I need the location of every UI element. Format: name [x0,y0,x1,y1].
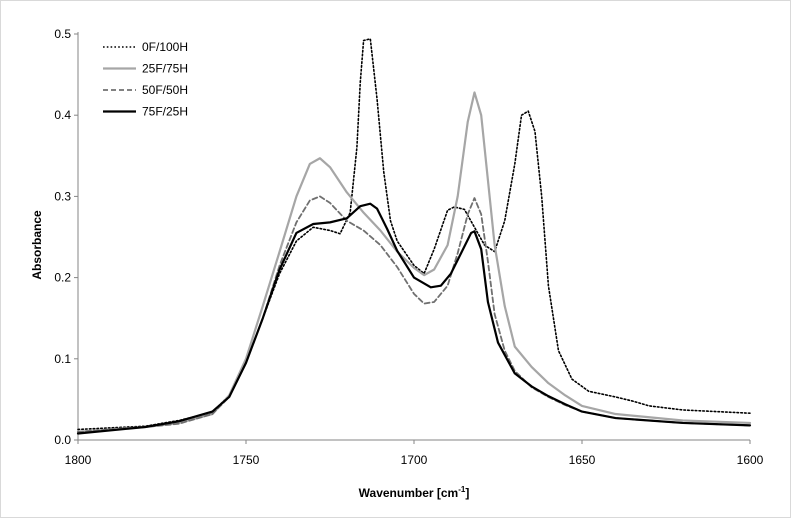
axes: 0.0 0.1 0.2 0.3 0.4 0.5 1800 1750 1700 1650 1600 [54,27,763,467]
series-line-2 [77,195,751,433]
legend-label-0: 0F/100H [142,40,188,54]
x-axis-title-close: ] [465,486,469,500]
legend-label-3: 75F/25H [142,105,188,119]
series-line-1 [76,91,752,433]
y-tick-label: 0.4 [54,108,71,122]
x-tick-label: 1750 [233,453,260,467]
y-tick-label: 0.1 [54,352,71,366]
x-tick-label: 1800 [65,453,92,467]
legend-label-2: 50F/50H [142,83,188,97]
x-tick-label: 1600 [737,453,764,467]
x-tick-label: 1700 [401,453,428,467]
series-layer [76,38,752,435]
legend-label-1: 25F/75H [142,62,188,76]
x-axis-title-sup: -1 [458,485,466,494]
y-tick-label: 0.5 [54,27,71,41]
series-line-3 [76,202,752,435]
series-line-0 [77,38,751,431]
y-tick-label: 0.0 [54,433,71,447]
y-axis-title: Absorbance [30,210,44,280]
y-tick-label: 0.2 [54,271,71,285]
x-axis-title-main: Wavenumber [cm [359,486,459,500]
x-tick-label: 1650 [569,453,596,467]
x-axis-title: Wavenumber [cm-1] [359,485,470,500]
y-tick-label: 0.3 [54,189,71,203]
legend: 0F/100H 25F/75H 50F/50H 75F/25H [103,40,188,119]
